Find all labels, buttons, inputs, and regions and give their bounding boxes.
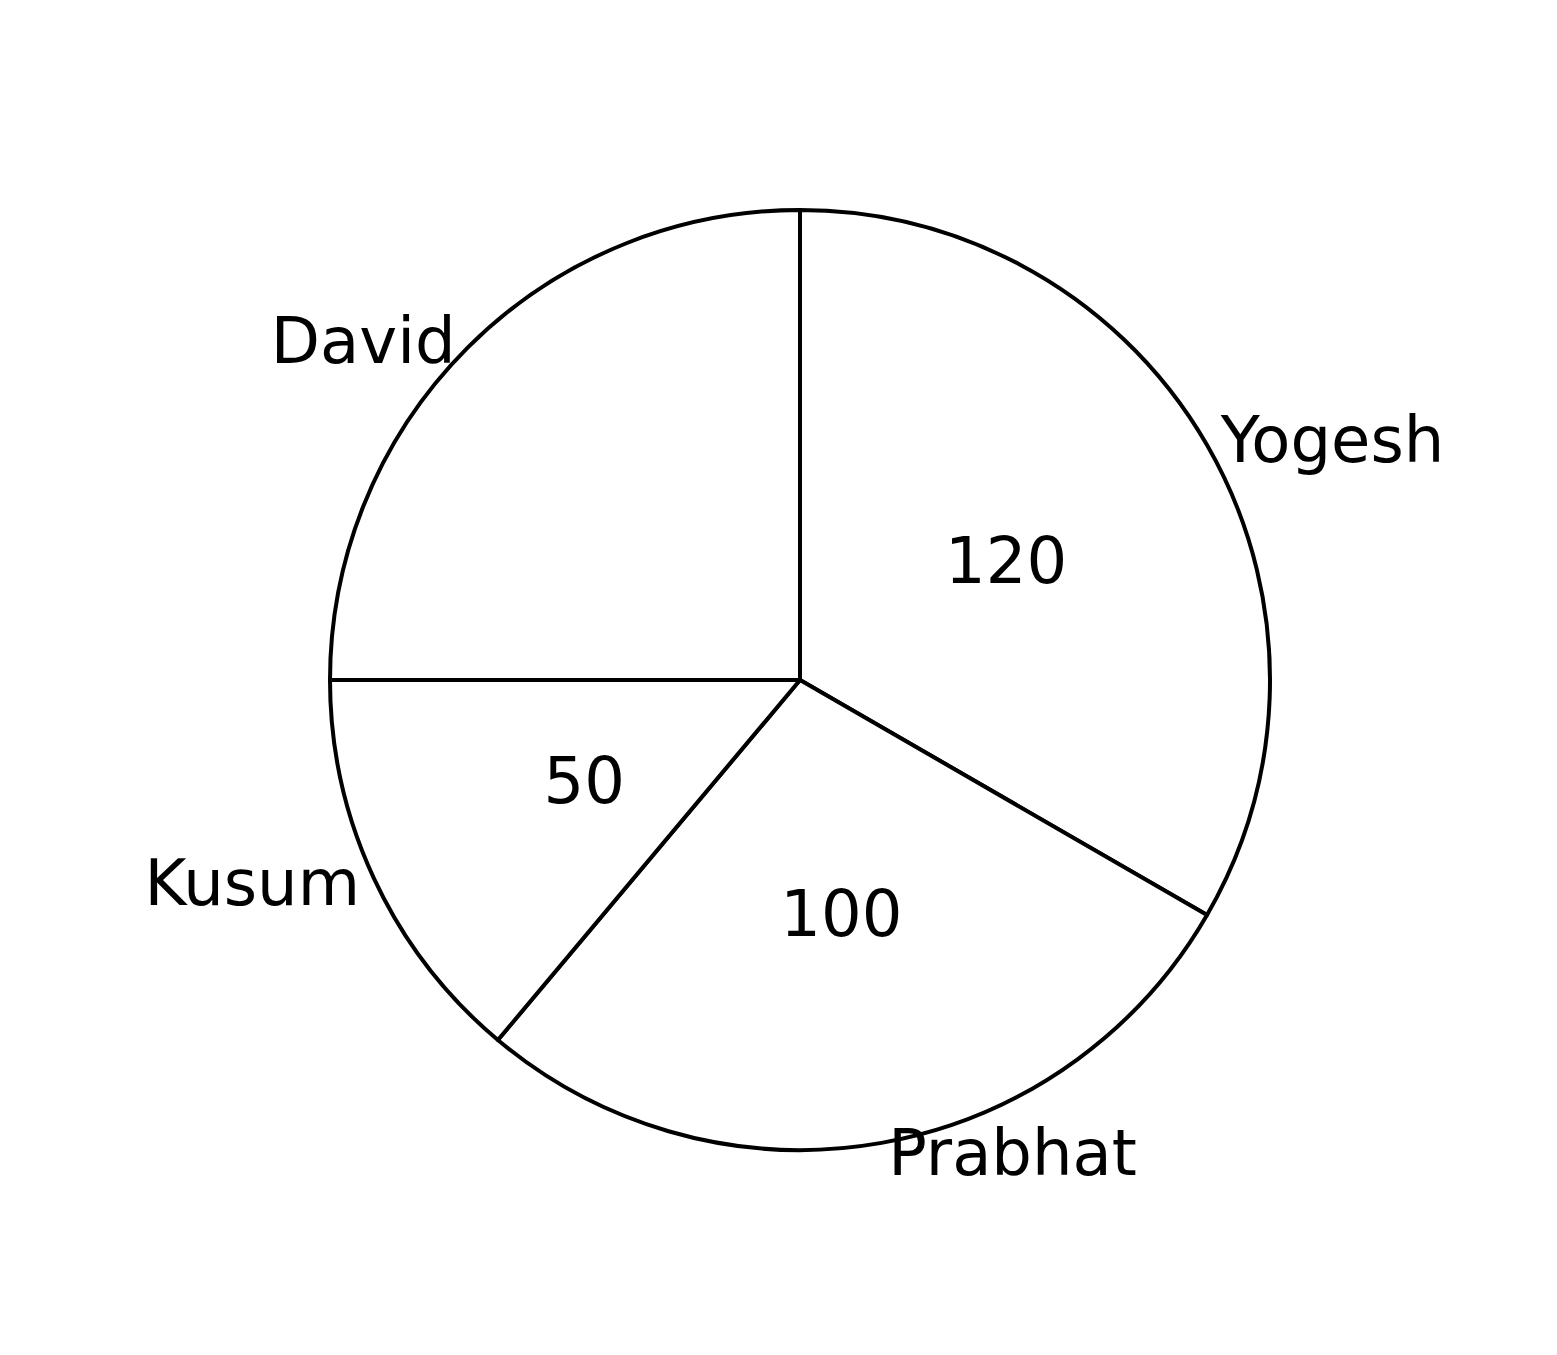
- svg-text:50: 50: [544, 744, 625, 818]
- svg-text:Prabhat: Prabhat: [888, 1116, 1137, 1190]
- svg-text:Kusum: Kusum: [144, 846, 360, 920]
- svg-text:David: David: [271, 304, 456, 378]
- svg-text:Yogesh: Yogesh: [1220, 403, 1445, 477]
- svg-text:100: 100: [780, 877, 902, 951]
- svg-text:120: 120: [945, 524, 1067, 598]
